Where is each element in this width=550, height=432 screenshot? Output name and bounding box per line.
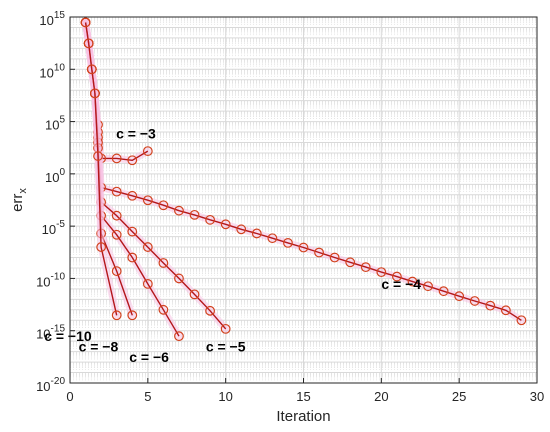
x-tick-label: 0 (66, 389, 73, 404)
data-point (111, 153, 122, 164)
series-annotation: c = −10 (44, 328, 92, 344)
data-point (111, 310, 122, 321)
annotation-group: c = −3 c = −4 c = −5 c = −6 c = −8c = −10 (44, 125, 421, 365)
x-tick-label: 15 (296, 389, 310, 404)
x-tick-label: 20 (374, 389, 388, 404)
data-point (80, 17, 91, 28)
y-tick-label: 10-5 (42, 219, 66, 237)
series-annotation: c = −6 (129, 349, 169, 365)
y-axis-label-subscript: x (17, 188, 29, 194)
data-point (90, 88, 100, 99)
y-axis-label: errx (9, 188, 29, 212)
data-point (158, 258, 169, 268)
data-point (251, 228, 262, 239)
data-point (93, 151, 103, 161)
data-point (516, 315, 527, 326)
series-annotation: c = −5 (206, 339, 246, 355)
data-point (174, 331, 184, 342)
data-point (283, 237, 293, 248)
data-point (174, 273, 184, 284)
series-annotation: c = −8 (79, 339, 119, 355)
data-point (111, 266, 122, 277)
data-point (314, 247, 324, 258)
series-annotation: c = −3 (116, 125, 156, 141)
data-point (220, 219, 231, 230)
x-tick-label: 5 (144, 389, 151, 404)
y-tick-label: 10-15 (36, 324, 65, 342)
x-axis-label: Iteration (276, 408, 330, 425)
data-point (127, 190, 138, 201)
data-point (83, 38, 94, 49)
data-point (86, 64, 97, 75)
data-point (423, 281, 433, 292)
y-tick-label: 1010 (39, 62, 65, 80)
data-point (174, 205, 184, 216)
data-point (267, 233, 278, 244)
data-point (454, 291, 465, 302)
data-point (96, 242, 107, 252)
y-tick-label: 10-10 (36, 271, 65, 289)
data-point (127, 252, 138, 263)
x-tick-labels: 0 5 10 15 20 25 30 (66, 389, 544, 404)
data-point (142, 195, 153, 206)
data-point (127, 226, 138, 237)
y-tick-label: 105 (45, 115, 65, 133)
y-tick-label: 100 (45, 167, 65, 185)
y-tick-label: 10-20 (36, 376, 65, 394)
data-point (345, 257, 356, 268)
data-point (220, 323, 231, 334)
data-point (111, 186, 122, 197)
x-tick-label: 10 (218, 389, 232, 404)
data-point (142, 242, 153, 252)
data-point (189, 209, 200, 220)
data-point (142, 278, 153, 289)
data-point (142, 146, 153, 157)
series-line (84, 22, 522, 321)
y-tick-label: 1015 (39, 10, 65, 28)
data-point (127, 310, 138, 321)
series-line (84, 22, 118, 316)
data-point (236, 224, 247, 235)
series-group (80, 17, 527, 342)
data-point (189, 289, 200, 300)
data-point (205, 305, 216, 316)
data-point (298, 242, 309, 253)
data-point (485, 300, 496, 311)
data-point (469, 296, 480, 306)
data-point (376, 267, 387, 278)
data-point (127, 155, 138, 166)
y-axis-label-main: err (9, 194, 26, 212)
data-point (111, 229, 122, 240)
data-point (392, 271, 402, 282)
x-tick-label: 30 (530, 389, 544, 404)
x-tick-label: 25 (452, 389, 466, 404)
data-point (438, 286, 449, 297)
data-point (500, 305, 511, 316)
data-point (158, 304, 169, 315)
data-point (205, 214, 216, 225)
axes (69, 16, 538, 384)
data-point (329, 252, 340, 263)
y-tick-labels: 1015 1010 105 100 10-5 10-10 10-15 10-20 (36, 10, 65, 394)
data-point (158, 200, 169, 211)
data-point (360, 262, 371, 273)
series-annotation: c = −4 (381, 276, 421, 292)
data-point (111, 210, 122, 221)
data-point (407, 276, 418, 287)
